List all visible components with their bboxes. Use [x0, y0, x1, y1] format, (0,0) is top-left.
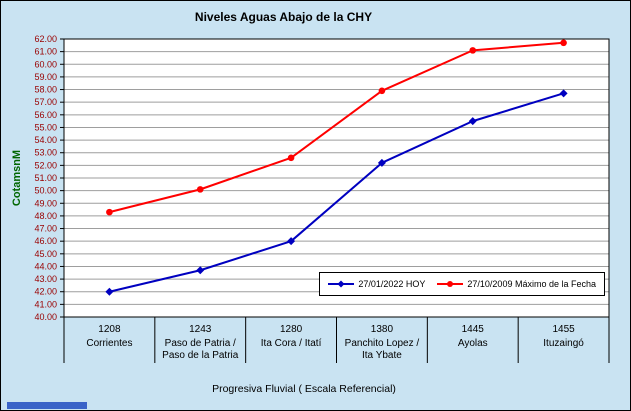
- series-line: [109, 41, 564, 214]
- y-tick-label: 49.00: [34, 198, 57, 208]
- y-tick-label: 50.00: [34, 186, 57, 196]
- legend: 27/01/2022 HOY 27/10/2009 Máximo de la Fe…: [319, 272, 605, 296]
- x-category-name: Ituzaingó: [543, 338, 584, 349]
- series-line: [109, 92, 564, 293]
- x-axis-title: Progresiva Fluvial ( Escala Referencial): [212, 383, 396, 395]
- y-tick-label: 47.00: [34, 224, 57, 234]
- x-tick-label: 1445: [462, 324, 485, 335]
- y-tick-label: 46.00: [34, 236, 57, 246]
- y-tick-label: 42.00: [34, 287, 57, 297]
- x-category-name: Ayolas: [458, 338, 488, 349]
- y-tick-label: 45.00: [34, 249, 57, 259]
- y-tick-label: 41.00: [34, 299, 57, 309]
- y-tick-label: 59.00: [34, 72, 57, 82]
- x-tick-label: 1455: [552, 324, 575, 335]
- y-tick-label: 60.00: [34, 59, 57, 69]
- marker-diamond: [287, 237, 296, 246]
- y-tick-label: 62.00: [34, 34, 57, 44]
- x-tick-label: 1380: [371, 324, 394, 335]
- legend-marker-circle-icon: [437, 281, 464, 287]
- x-category-name: Paso de Patria /: [165, 338, 236, 349]
- y-tick-label: 61.00: [34, 47, 57, 57]
- y-tick-label: 48.00: [34, 211, 57, 221]
- marker-diamond: [559, 89, 568, 98]
- x-category-name: Ita Ybate: [362, 350, 402, 361]
- legend-label: 27/10/2009 Máximo de la Fecha: [467, 279, 596, 289]
- y-tick-label: 55.00: [34, 122, 57, 132]
- marker-circle: [469, 47, 477, 54]
- y-tick-label: 51.00: [34, 173, 57, 183]
- x-category-name: Paso de la Patria: [162, 350, 239, 361]
- x-category-name: Corrientes: [86, 338, 132, 349]
- marker-diamond: [377, 158, 386, 167]
- legend-label: 27/01/2022 HOY: [358, 279, 426, 289]
- legend-item: 27/10/2009 Máximo de la Fecha: [437, 279, 596, 289]
- legend-item: 27/01/2022 HOY: [328, 279, 425, 289]
- x-tick-label: 1243: [189, 324, 212, 335]
- y-tick-label: 53.00: [34, 148, 57, 158]
- y-tick-label: 44.00: [34, 261, 57, 271]
- y-tick-label: 52.00: [34, 160, 57, 170]
- marker-circle: [196, 186, 204, 193]
- y-tick-label: 54.00: [34, 135, 57, 145]
- x-tick-label: 1208: [98, 324, 121, 335]
- marker-circle: [287, 154, 295, 162]
- marker-circle: [106, 208, 113, 216]
- x-category-name: Ita Cora / Itatí: [261, 338, 322, 349]
- chart-title: Niveles Aguas Abajo de la CHY: [194, 10, 373, 24]
- marker-diamond: [105, 287, 114, 296]
- marker-diamond: [196, 266, 205, 275]
- y-tick-label: 56.00: [34, 110, 57, 120]
- marker-circle: [560, 39, 567, 47]
- x-tick-label: 1280: [280, 324, 303, 335]
- legend-marker-diamond-icon: [328, 280, 355, 288]
- y-tick-label: 57.00: [34, 97, 57, 107]
- x-category-name: Panchito Lopez /: [345, 338, 420, 349]
- y-tick-label: 58.00: [34, 85, 57, 95]
- marker-diamond: [468, 117, 477, 126]
- y-tick-label: 40.00: [34, 312, 57, 322]
- y-tick-label: 43.00: [34, 274, 57, 284]
- bottom-blue-strip: [7, 402, 87, 409]
- marker-circle: [378, 87, 386, 95]
